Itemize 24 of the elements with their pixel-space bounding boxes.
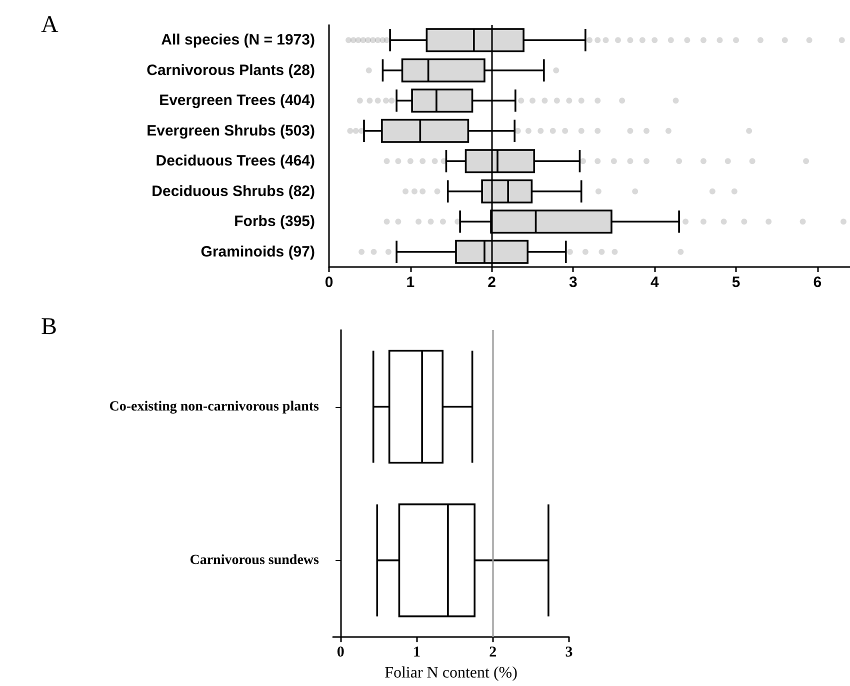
y-tick-label: Forbs (395) [234,213,315,230]
x-tick-label: 4 [650,274,660,291]
x-tick-label: 0 [324,274,334,291]
y-tick-label: Co-existing non-carnivorous plants [109,399,320,414]
y-tick-label: Carnivorous sundews [190,552,320,568]
x-tick-label: 6 [813,274,822,291]
x-axis-title: Foliar N content (%) [384,664,518,682]
y-tick-label: Graminoids (97) [200,243,315,260]
text: B [41,314,58,340]
text: A [41,12,59,38]
x-tick-label: 1 [412,644,420,661]
y-tick-label: All species (N = 1973) [161,32,315,49]
x-tick-label: 0 [336,644,344,661]
x-tick-label: 2 [488,274,496,291]
y-tick-label: Evergreen Shrubs (503) [146,122,315,140]
y-tick-label: Deciduous Trees (464) [156,152,315,170]
x-tick-label: 5 [732,274,740,291]
x-tick-label: 1 [406,274,415,291]
x-tick-label: 2 [489,644,497,661]
y-tick-label: Carnivorous Plants (28) [146,62,315,79]
x-tick-label: 3 [569,274,578,291]
y-tick-label: Evergreen Trees (404) [159,92,315,110]
y-tick-label: Deciduous Shrubs (82) [152,182,316,200]
x-tick-label: 3 [565,644,573,661]
